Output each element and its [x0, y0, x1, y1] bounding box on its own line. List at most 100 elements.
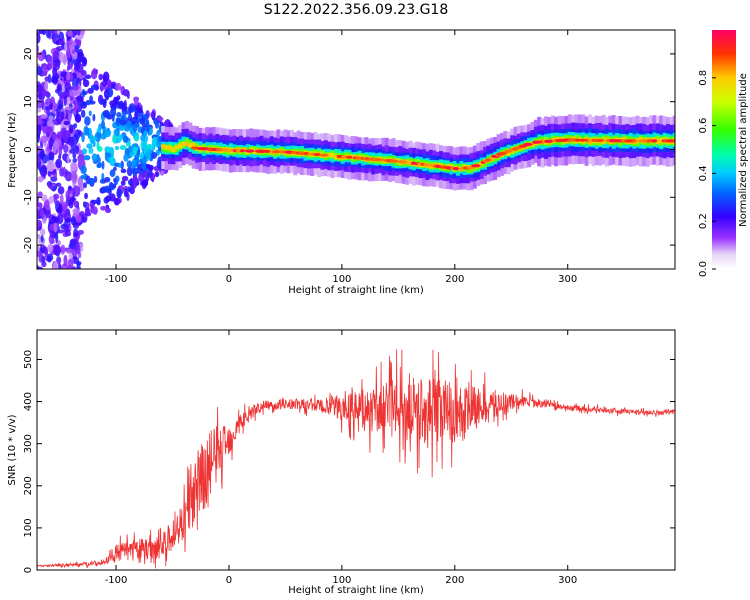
heatmap-scatter-blob	[80, 69, 87, 76]
heatmap-scatter-blob	[105, 195, 112, 202]
heatmap-scatter-blob	[152, 136, 157, 146]
heatmap-scatter-blob	[87, 87, 94, 94]
heatmap-scatter-blob	[141, 163, 147, 170]
spectrogram-xtick-label: 100	[332, 274, 351, 285]
snr-panel: -100 0 100 200 300 0 100 200 300 400 500 Height of…	[7, 329, 676, 596]
snr-series-line	[37, 349, 675, 569]
heatmap-scatter-blob	[140, 140, 148, 149]
heatmap-noise-blob	[47, 170, 51, 177]
heatmap-noise-blob	[65, 129, 70, 139]
heatmap-noise-blob	[57, 240, 61, 246]
heatmap-peak	[400, 160, 407, 164]
heatmap-noise-blob	[45, 106, 50, 111]
snr-xtick-label: 0	[226, 575, 232, 586]
heatmap-ridge-cell	[188, 143, 193, 148]
heatmap-scatter-blob	[123, 153, 129, 162]
heatmap-scatter-blob	[80, 109, 86, 118]
heatmap-noise-blob	[65, 189, 72, 201]
heatmap-noise-blob	[56, 38, 64, 46]
heatmap-scatter-blob	[81, 132, 85, 143]
heatmap-ridge-cell	[178, 143, 183, 148]
heatmap-noise-blob	[60, 71, 69, 78]
heatmap-scatter-blob	[109, 169, 116, 177]
heatmap-noise-blob	[74, 129, 81, 140]
heatmap-noise-blob	[52, 261, 59, 269]
heatmap-peak	[547, 139, 553, 143]
heatmap-noise-blob	[52, 185, 57, 191]
heatmap-noise-blob	[73, 122, 78, 129]
heatmap-noise-blob	[47, 159, 55, 172]
heatmap-noise-blob	[44, 76, 50, 82]
heatmap-noise-blob	[72, 85, 80, 91]
heatmap-scatter-blob	[114, 145, 120, 151]
heatmap-noise-blob	[44, 198, 50, 210]
heatmap-scatter-blob	[100, 186, 108, 193]
spectrogram-ylabel: Frequency (Hz)	[7, 112, 18, 188]
spectrogram-ytick-label: 20	[23, 48, 34, 61]
heatmap-scatter-blob	[82, 182, 87, 189]
heatmap-noise-blob	[37, 175, 44, 183]
snr-xlabel: Height of straight line (km)	[288, 585, 424, 596]
heatmap-peak	[652, 139, 658, 143]
heatmap-noise-blob	[74, 243, 81, 255]
heatmap-noise-blob	[37, 132, 41, 139]
heatmap-ridge-cell	[161, 144, 166, 149]
heatmap-peak	[239, 149, 245, 153]
spectrogram-ytick-label: 0	[23, 146, 34, 152]
heatmap-noise-blob	[63, 95, 67, 107]
heatmap-noise-blob	[63, 144, 69, 154]
heatmap-noise-blob	[51, 215, 57, 222]
heatmap-peak	[595, 138, 605, 143]
heatmap-scatter-blob	[106, 87, 114, 98]
heatmap-scatter-blob	[88, 147, 94, 154]
heatmap-peak	[345, 155, 353, 159]
heatmap-noise-blob	[40, 135, 48, 143]
spectrogram-xtick-label: 0	[226, 274, 232, 285]
heatmap-noise-blob	[73, 99, 79, 112]
heatmap-peak	[567, 138, 578, 142]
heatmap-scatter-blob	[91, 136, 98, 141]
heatmap-noise-blob	[37, 266, 44, 269]
heatmap-noise-blob	[70, 161, 78, 172]
heatmap-noise-blob	[75, 214, 82, 224]
heatmap-scatter-blob	[85, 100, 91, 106]
heatmap-ridge-cell	[167, 145, 172, 150]
heatmap-ridge-cell	[184, 141, 189, 147]
heatmap-noise-blob	[53, 222, 58, 233]
heatmap-noise-blob	[37, 51, 45, 62]
heatmap-noise-blob	[45, 98, 53, 105]
heatmap-ridge-cell	[659, 137, 664, 143]
heatmap-peak	[575, 138, 581, 142]
heatmap-noise-blob	[48, 126, 54, 138]
heatmap-noise-blob	[74, 113, 82, 123]
heatmap-scatter-blob	[146, 143, 153, 151]
heatmap-peak	[672, 139, 675, 143]
snr-ylabel: SNR (10 * v/v)	[7, 414, 18, 485]
heatmap-scatter-blob	[119, 118, 127, 126]
heatmap-ridge-cell	[242, 147, 247, 152]
heatmap-scatter-blob	[112, 166, 117, 172]
heatmap-ridge-cell	[327, 152, 332, 158]
heatmap-noise-blob	[40, 194, 48, 202]
heatmap-scatter-blob	[97, 157, 101, 163]
heatmap-noise-blob	[63, 54, 67, 66]
heatmap-scatter-blob	[134, 135, 139, 142]
heatmap-scatter-blob	[88, 110, 92, 117]
heatmap-noise-blob	[49, 223, 55, 231]
heatmap-noise-blob	[51, 133, 57, 141]
heatmap-noise-blob	[57, 229, 65, 234]
colorbar-ticks: 0.0 0.2 0.4 0.6 0.8	[698, 70, 716, 277]
heatmap-noise-blob	[77, 63, 84, 73]
snr-xtick-label: 300	[558, 575, 577, 586]
heatmap-scatter-blob	[116, 188, 122, 199]
heatmap-scatter-blob	[90, 84, 98, 90]
heatmap-noise-blob	[75, 34, 84, 40]
heatmap-noise-blob	[63, 254, 68, 267]
heatmap-scatter-blob	[121, 175, 129, 182]
heatmap-scatter-blob	[101, 172, 105, 181]
heatmap-scatter-blob	[158, 146, 162, 152]
colorbar-tick-label: 0.2	[698, 213, 709, 229]
heatmap-noise-blob	[72, 152, 77, 159]
heatmap-noise-blob	[55, 182, 62, 187]
spectrogram-xtick-label: -100	[105, 274, 128, 285]
